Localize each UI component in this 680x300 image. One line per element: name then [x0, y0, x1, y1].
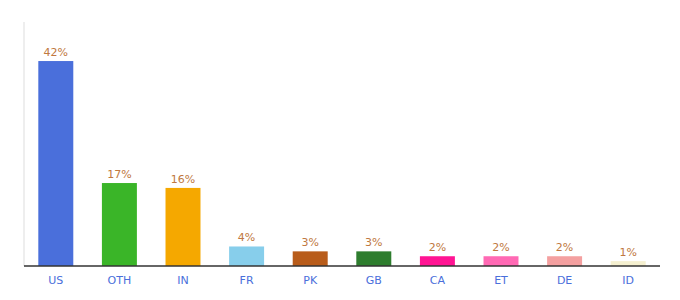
data-label: 2% [492, 241, 509, 254]
bar [102, 183, 137, 266]
x-tick-label: US [48, 274, 63, 287]
bar [293, 251, 328, 266]
x-tick-label: GB [366, 274, 382, 287]
x-tick-label: OTH [108, 274, 132, 287]
bar [166, 188, 201, 266]
data-label: 2% [556, 241, 573, 254]
bar [38, 61, 73, 266]
data-label: 17% [107, 168, 131, 181]
data-label: 42% [44, 46, 68, 59]
bar [356, 251, 391, 266]
bar [229, 246, 264, 266]
x-tick-label: IN [177, 274, 188, 287]
chart: 42% 17% 16% 4% 3% 3% 2% 2% 2% 1% US OTH IN FR PK GB CA ET… [0, 0, 680, 300]
data-label: 16% [171, 173, 195, 186]
data-label: 2% [429, 241, 446, 254]
x-tick-label: DE [557, 274, 572, 287]
data-label: 1% [619, 246, 636, 259]
bar [420, 256, 455, 266]
data-label: 4% [238, 231, 255, 244]
x-tick-label: ID [622, 274, 634, 287]
x-tick-label: FR [240, 274, 254, 287]
y-range-line [24, 22, 25, 266]
x-tick-label: ET [494, 274, 508, 287]
bar [484, 256, 519, 266]
x-tick-label: CA [430, 274, 446, 287]
x-axis-line [24, 265, 660, 267]
data-label: 3% [301, 236, 318, 249]
bar [547, 256, 582, 266]
data-label: 3% [365, 236, 382, 249]
x-tick-label: PK [303, 274, 318, 287]
bars [38, 61, 645, 266]
